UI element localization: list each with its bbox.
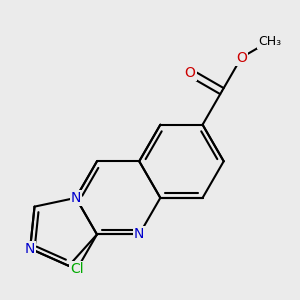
Text: N: N: [71, 191, 81, 205]
Text: O: O: [236, 50, 247, 64]
Text: Cl: Cl: [70, 262, 84, 276]
Text: CH₃: CH₃: [258, 34, 281, 48]
Text: N: N: [134, 227, 144, 242]
Text: N: N: [25, 242, 35, 256]
Text: O: O: [184, 66, 196, 80]
